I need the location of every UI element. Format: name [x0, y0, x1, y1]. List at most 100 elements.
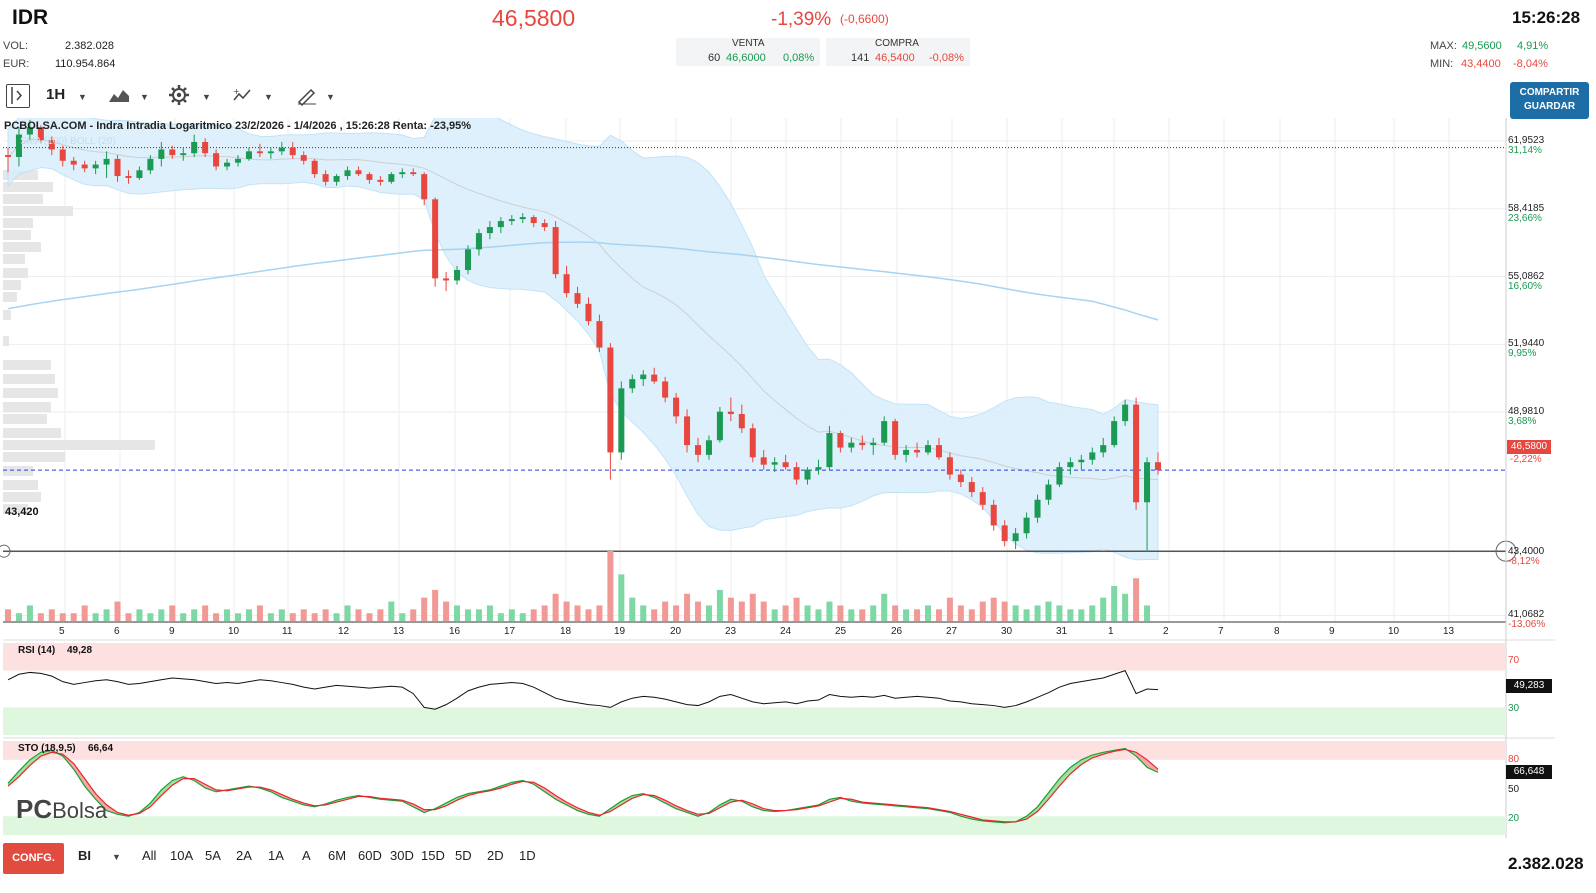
range-button-2a[interactable]: 2A: [236, 848, 252, 863]
indicator-icon[interactable]: +: [232, 86, 254, 111]
rsi-level-70: 70: [1508, 655, 1520, 666]
volume-bar: [464, 609, 472, 621]
gear-icon[interactable]: [168, 84, 190, 111]
interval-caret-icon[interactable]: ▼: [78, 92, 87, 102]
volume-bar: [881, 593, 888, 621]
change-absolute: (-0,6600): [840, 12, 889, 26]
volume-profile-bar: [3, 254, 25, 264]
sto-fill: [413, 803, 425, 813]
sto-oversold-zone: [3, 816, 1506, 835]
range-button-5d[interactable]: 5D: [455, 848, 472, 863]
range-button-60d[interactable]: 60D: [358, 848, 382, 863]
range-button-30d[interactable]: 30D: [390, 848, 414, 863]
candle-body: [968, 482, 975, 493]
volume-bar: [771, 609, 778, 621]
candle-body: [147, 158, 154, 171]
panel-toggle-icon[interactable]: [6, 84, 30, 108]
volume-bar: [4, 609, 12, 621]
volume-bar: [344, 605, 351, 621]
candle-body: [815, 467, 822, 470]
volume-bar: [946, 597, 953, 621]
volume-bar: [454, 605, 461, 621]
hline-label: 43,420: [5, 506, 39, 518]
range-button-a[interactable]: A: [302, 848, 311, 863]
range-button-1a[interactable]: 1A: [268, 848, 284, 863]
time-axis-label: 13: [1443, 626, 1455, 637]
range-button-1d[interactable]: 1D: [519, 848, 536, 863]
price-level-label: 48,9810: [1508, 406, 1545, 418]
candle-body: [705, 440, 712, 455]
candle-body: [103, 158, 110, 165]
volume-bar: [1023, 609, 1030, 621]
volume-bar: [607, 551, 614, 621]
time-axis-label: 7: [1218, 626, 1224, 637]
volume-bar: [892, 605, 899, 621]
candle-body: [92, 164, 99, 169]
price-level-pct: -13,06%: [1508, 619, 1546, 631]
area-chart-icon[interactable]: [108, 86, 130, 109]
volume-bar: [1001, 601, 1008, 621]
candle-body: [158, 149, 165, 159]
settings-caret-icon[interactable]: ▼: [202, 92, 211, 102]
time-axis-label: 8: [1274, 626, 1280, 637]
volume-bar: [234, 613, 242, 621]
candle-body: [596, 321, 603, 348]
sto-fill: [555, 795, 567, 805]
candle-body: [1034, 499, 1041, 518]
bollinger-band: [7, 118, 1159, 561]
min-value: 43,4400: [1461, 58, 1501, 70]
volume-bar: [935, 609, 942, 621]
volume-profile-bar: [3, 504, 28, 514]
candle-body: [388, 174, 395, 182]
candle-body: [486, 227, 493, 234]
range-button-all[interactable]: All: [142, 848, 157, 863]
draw-tool-icon[interactable]: [296, 86, 318, 111]
venta-qty: 60: [708, 52, 721, 64]
range-button-2d[interactable]: 2D: [487, 848, 504, 863]
candle-body: [1144, 462, 1151, 503]
candle-body: [1089, 452, 1096, 460]
range-button-15d[interactable]: 15D: [421, 848, 445, 863]
volume-bar: [914, 609, 921, 621]
mode-caret-icon[interactable]: ▼: [112, 852, 121, 862]
chart-type-caret-icon[interactable]: ▼: [140, 92, 149, 102]
min-pct: -8,04%: [1513, 58, 1548, 70]
volume-bar: [848, 609, 855, 621]
price-chart[interactable]: [0, 118, 1596, 838]
indicator-caret-icon[interactable]: ▼: [264, 92, 273, 102]
volume-bar: [421, 597, 428, 621]
time-axis-label: 11: [282, 626, 293, 637]
sto-fill: [29, 752, 41, 766]
range-button-6m[interactable]: 6M: [328, 848, 347, 863]
volume-bar: [804, 605, 811, 621]
candle-body: [37, 127, 44, 141]
time-axis-label: 10: [1388, 626, 1400, 637]
volume-bar: [716, 589, 723, 621]
candle-body: [1067, 462, 1074, 468]
volume-profile-bar: [3, 492, 41, 502]
volume-bar: [826, 601, 833, 621]
price-level-label: 51,9440: [1508, 338, 1545, 350]
volume-bar: [26, 605, 33, 621]
price-level-label: 55,0862: [1508, 270, 1545, 282]
candle-body: [234, 158, 242, 163]
volume-profile-bar: [3, 206, 73, 216]
ticker-symbol: IDR: [12, 6, 49, 29]
candle-body: [191, 141, 198, 154]
current-price-pct: -2,22%: [1510, 454, 1542, 465]
volume-bar: [432, 589, 439, 621]
min-label: MIN:: [1430, 58, 1454, 70]
volume-bar: [37, 613, 44, 621]
draw-caret-icon[interactable]: ▼: [326, 92, 335, 102]
share-save-button[interactable]: COMPARTIR GUARDAR: [1510, 82, 1589, 119]
candle-body: [651, 374, 658, 382]
range-button-5a[interactable]: 5A: [205, 848, 221, 863]
range-button-10a[interactable]: 10A: [170, 848, 194, 863]
mode-selector[interactable]: BI: [78, 848, 91, 863]
interval-selector[interactable]: 1H: [46, 86, 66, 103]
volume-bar: [1122, 593, 1129, 621]
config-button[interactable]: CONFG.: [3, 843, 64, 874]
time-axis-label: 9: [1329, 626, 1335, 637]
volume-profile-bar: [3, 428, 61, 438]
pcbolsa-logo: PCBolsa: [16, 796, 107, 827]
